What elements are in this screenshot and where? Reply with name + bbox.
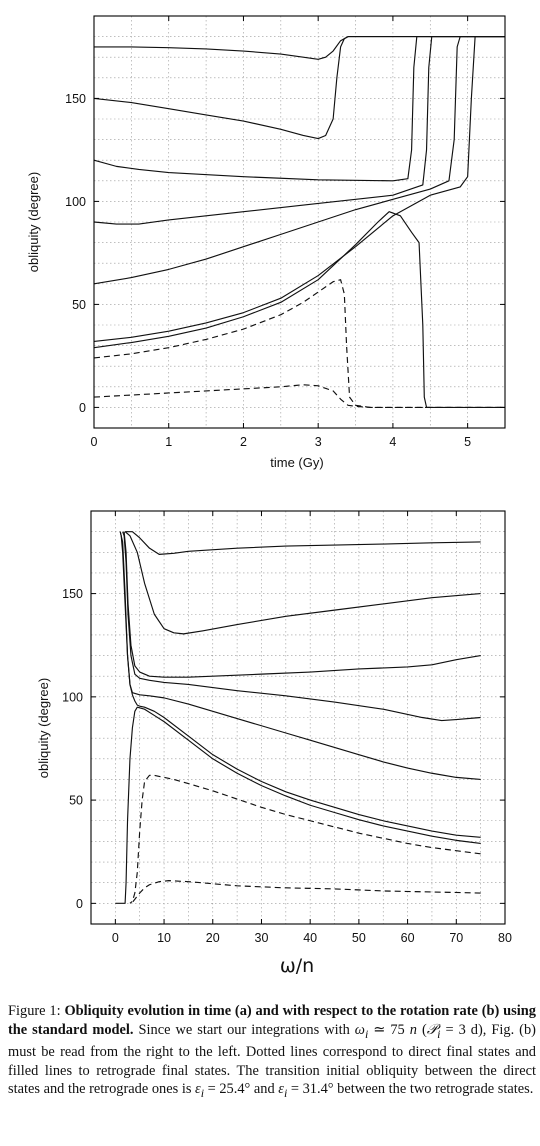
y-tick-label: 50 [72,298,86,312]
panel-a-y-axis-label: obliquity (degree) [26,172,41,272]
y-tick-label: 100 [62,690,83,704]
panel-b-ticks: 0 10 20 30 40 50 60 70 80 0 50 100 150 [62,511,512,945]
y-tick-label: 100 [65,195,86,209]
period-symbol: 𝒫 [427,1022,437,1038]
x-tick-label: 5 [464,435,471,449]
x-tick-label: 80 [498,931,512,945]
panel-b-y-axis-label: obliquity (degree) [36,678,51,778]
panel-b-x-axis-label: ω/n [280,955,314,977]
caption-text-2: ≃ 75 [368,1022,404,1038]
x-tick-label: 0 [112,931,119,945]
figure-caption: Figure 1: Obliquity evolution in time (a… [8,1002,536,1103]
x-tick-label: 20 [206,931,220,945]
caption-text-3: ( [417,1022,427,1038]
solid-curve-2 [125,532,481,634]
solid-curve-1 [125,532,481,555]
panel-b-grid [91,511,505,924]
panel-b-curves [115,532,480,904]
x-tick-label: 40 [303,931,317,945]
x-tick-label: 0 [91,435,98,449]
panel-b-rotation-rate-plot: 0 10 20 30 40 50 60 70 80 0 50 100 150 ω/n obliquity… [36,511,512,977]
x-tick-label: 1 [165,435,172,449]
x-tick-label: 3 [315,435,322,449]
solid-curve-6 [120,532,480,838]
n-symbol: n [410,1022,417,1038]
solid-curve-7 [94,212,505,408]
x-tick-label: 4 [389,435,396,449]
solid-curve-3 [94,37,505,181]
x-tick-label: 50 [352,931,366,945]
caption-text-6: = 31.4° between the two retrograde state… [287,1081,533,1097]
x-tick-label: 2 [240,435,247,449]
dashed-curve-8 [94,280,505,408]
panel-a-x-axis-label: time (Gy) [270,455,323,470]
solid-curve-4 [123,532,481,721]
panel-b-axes-frame [91,511,505,924]
x-tick-label: 70 [449,931,463,945]
solid-curve-4 [94,37,505,224]
solid-curve-1 [94,37,505,60]
omega-symbol: ω [355,1022,365,1038]
caption-text-5: = 25.4° and [204,1081,278,1097]
y-tick-label: 150 [62,587,83,601]
caption-text-1: Since we start our integrations with [139,1022,350,1038]
dashed-curve-9 [94,385,505,408]
y-tick-label: 150 [65,92,86,106]
x-tick-label: 30 [255,931,269,945]
figure-label: Figure 1: [8,1003,61,1019]
solid-curve-6 [94,37,505,342]
x-tick-label: 10 [157,931,171,945]
x-tick-label: 60 [401,931,415,945]
solid-curve-2 [94,37,505,139]
y-tick-label: 50 [69,794,83,808]
dashed-curve-8 [130,775,481,903]
dashed-curve-9 [130,881,481,904]
y-tick-label: 0 [79,401,86,415]
y-tick-label: 0 [76,897,83,911]
